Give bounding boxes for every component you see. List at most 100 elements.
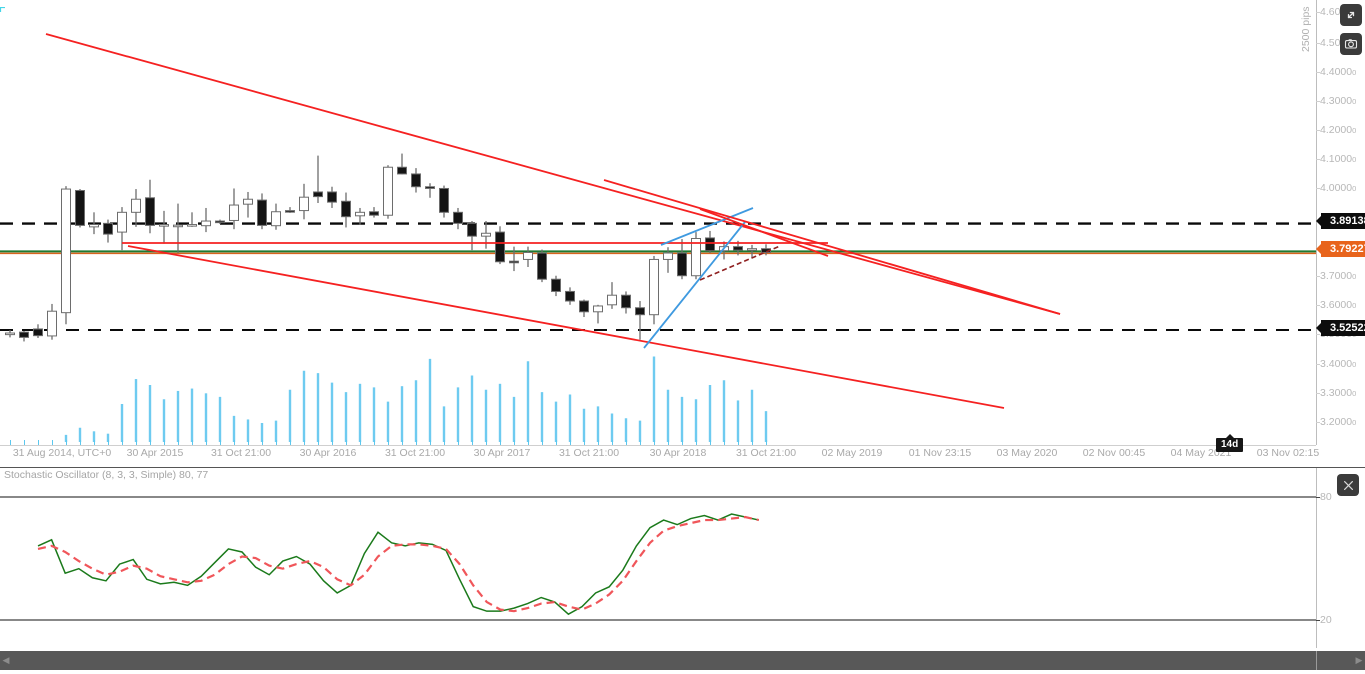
candlestick (159, 210, 169, 244)
scroll-right-icon[interactable]: ▶ (1355, 655, 1363, 665)
volume-bar (554, 401, 558, 442)
candle-body (201, 220, 211, 227)
time-axis-label: 30 Apr 2016 (299, 447, 357, 459)
candlestick (89, 212, 99, 235)
time-tick (262, 440, 263, 445)
time-axis-label: 31 Aug 2014, UTC+0 (12, 447, 112, 459)
time-axis-label: 30 Apr 2018 (649, 447, 707, 459)
resistance-price-tag[interactable]: 3.89138 (1316, 213, 1365, 229)
volume-bar (652, 356, 656, 442)
timeframe-badge[interactable]: 14d (1216, 434, 1244, 452)
volume-bar (708, 385, 712, 442)
volume-bar (92, 431, 96, 442)
time-axis-label: 02 Nov 00:45 (1082, 447, 1146, 459)
close-icon[interactable] (1337, 474, 1359, 496)
candlestick (5, 330, 15, 338)
indicator-title[interactable]: Stochastic Oscillator (8, 3, 3, Simple) … (4, 469, 209, 481)
candlestick (537, 249, 547, 283)
time-axis-label: 03 Nov 02:15 (1256, 447, 1320, 459)
candle-body (341, 200, 351, 218)
volume-bar (316, 373, 320, 442)
volume-bar (526, 361, 530, 442)
volume-bar (750, 389, 754, 442)
pennant-base[interactable] (699, 245, 781, 281)
price-axis[interactable]: 2500 pips 4.600004.500004.400004.300004.… (1300, 0, 1365, 445)
candlestick (187, 212, 197, 227)
candle-body (747, 248, 757, 251)
time-tick (500, 440, 501, 445)
candle-body (89, 224, 99, 228)
time-tick (528, 440, 529, 445)
time-axis-label: 31 Oct 21:00 (735, 447, 797, 459)
candle-body (131, 198, 141, 213)
expand-icon[interactable] (1340, 4, 1362, 26)
candle-body (145, 197, 155, 226)
upper-resistance-trendline[interactable] (45, 33, 1061, 315)
candle-body (397, 166, 407, 175)
time-tick (290, 440, 291, 445)
stochastic-oscillator-panel: Stochastic Oscillator (8, 3, 3, Simple) … (0, 467, 1365, 648)
volume-bar (484, 389, 488, 442)
time-axis-label: 30 Apr 2017 (473, 447, 531, 459)
apex-down-trendline[interactable] (699, 208, 829, 257)
time-tick (66, 440, 67, 445)
time-tick (388, 440, 389, 445)
volume-bar (372, 387, 376, 442)
candle-body (495, 231, 505, 263)
support-price-tag[interactable]: 3.52522 (1316, 320, 1365, 336)
indicator-axis: 80 20 (1316, 468, 1365, 648)
price-tick-dash (1316, 305, 1320, 306)
candlestick (649, 255, 659, 325)
time-tick (640, 440, 641, 445)
candle-body (663, 252, 673, 260)
indicator-plot-area[interactable] (0, 483, 1316, 648)
time-tick (332, 440, 333, 445)
time-axis[interactable]: 31 Aug 2014, UTC+0 30 Apr 2015 31 Oct 21:0… (0, 434, 1365, 467)
price-tick-dash (1316, 188, 1320, 189)
candle-body (159, 224, 169, 227)
oscillator-line-d (37, 515, 760, 613)
candlestick (397, 153, 407, 175)
volume-bar (722, 380, 726, 442)
candle-body (257, 199, 267, 226)
indicator-chart-svg (0, 496, 1316, 621)
time-tick (584, 440, 585, 445)
time-tick (626, 440, 627, 445)
candlestick (355, 207, 365, 225)
time-tick (122, 440, 123, 445)
mid-descending-trendline[interactable] (603, 179, 1061, 315)
lower-support-trendline[interactable] (127, 245, 1005, 409)
pennant-lower[interactable] (643, 221, 746, 349)
price-tick-dash (1316, 130, 1320, 131)
price-plot-area[interactable] (0, 0, 1316, 445)
time-tick (766, 440, 767, 445)
candlestick (145, 179, 155, 234)
horizontal-scrollbar[interactable]: ◀ ▶ (0, 651, 1365, 674)
current-price-tag[interactable]: 3.79227 (1316, 241, 1365, 257)
time-tick (654, 440, 655, 445)
time-tick (598, 440, 599, 445)
candle-body (565, 290, 575, 302)
time-tick (458, 440, 459, 445)
indicator-level-dash (1316, 620, 1320, 621)
scroll-left-icon[interactable]: ◀ (2, 655, 10, 665)
time-tick (402, 440, 403, 445)
candle-body (551, 278, 561, 292)
candlestick (271, 203, 281, 230)
time-tick (682, 440, 683, 445)
pennant-upper[interactable] (660, 207, 754, 246)
indicator-header: Stochastic Oscillator (8, 3, 3, Simple) … (0, 468, 1316, 483)
time-axis-label: 01 Nov 23:15 (908, 447, 972, 459)
scrollbar-track[interactable]: ◀ ▶ (0, 651, 1365, 670)
candle-body (467, 222, 477, 237)
time-tick (542, 440, 543, 445)
candle-body (649, 258, 659, 316)
candlestick (201, 207, 211, 233)
volume-bar (540, 392, 544, 442)
volume-bar (638, 420, 642, 442)
candle-body (215, 220, 225, 224)
candlestick (747, 244, 757, 259)
camera-icon[interactable] (1340, 33, 1362, 55)
candle-body (61, 188, 71, 314)
volume-bar (274, 420, 278, 442)
